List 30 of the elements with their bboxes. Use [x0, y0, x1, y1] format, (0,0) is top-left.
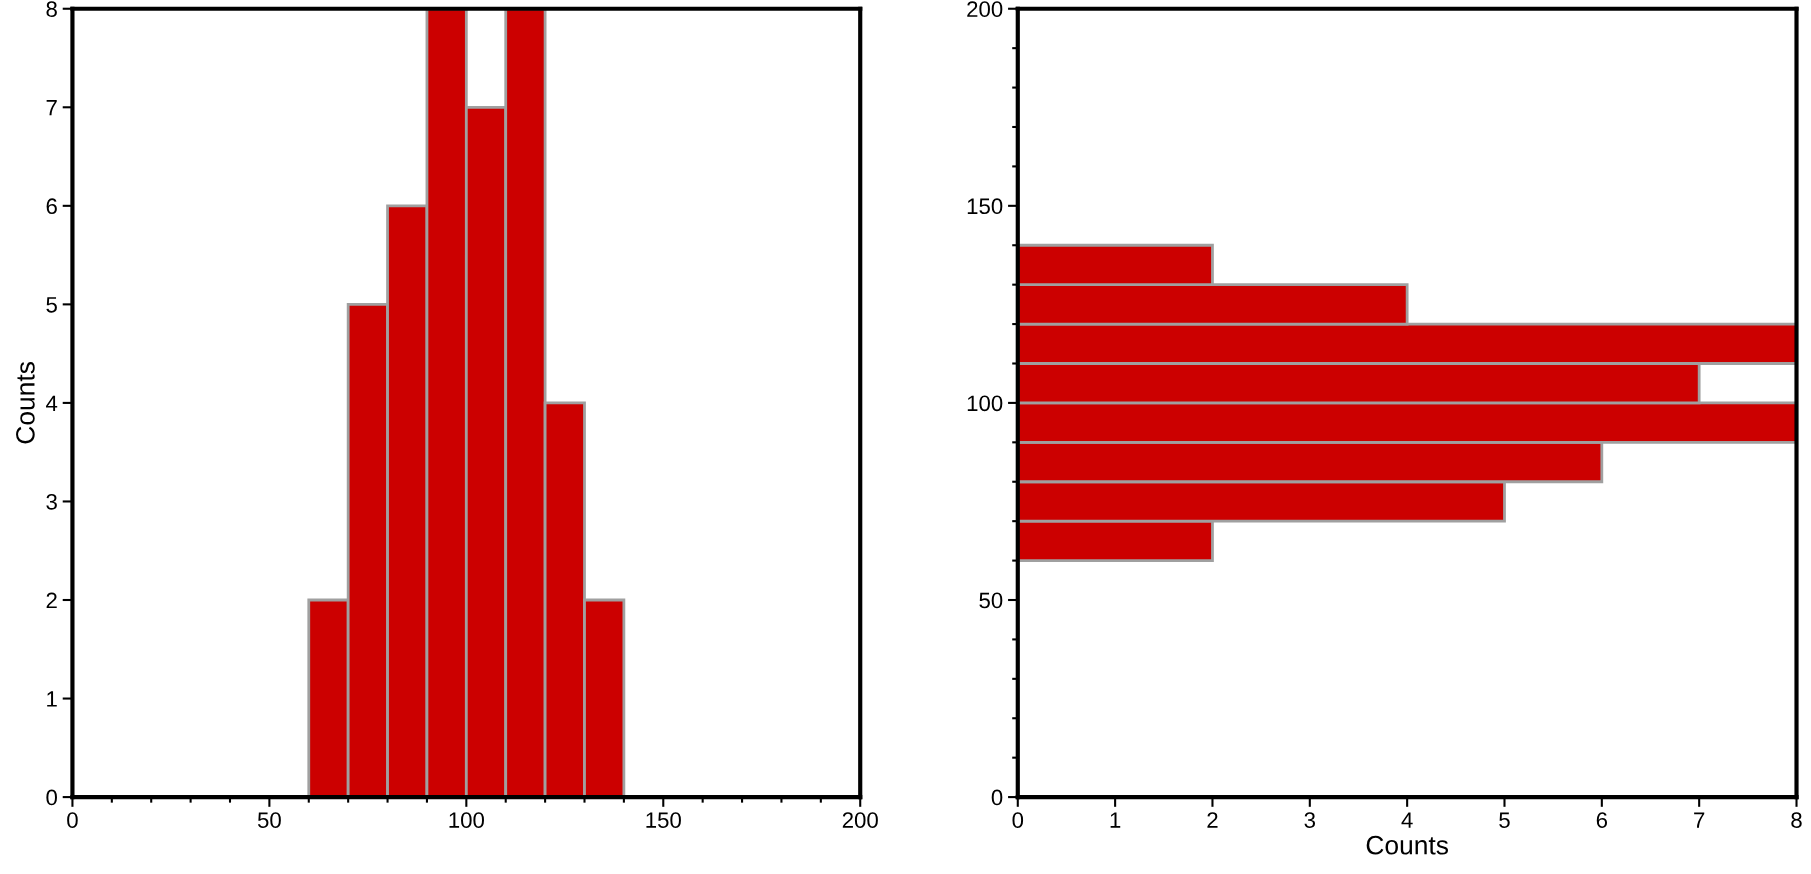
y-tick-label: 50	[979, 592, 1003, 609]
y-tick-label: 5	[46, 297, 57, 313]
y-tick-label: 0	[46, 789, 57, 806]
x-tick-label: 7	[1694, 812, 1705, 828]
y-tick-label: 2	[46, 592, 57, 609]
x-tick-label: 3	[1304, 812, 1316, 828]
y-tick-label: 3	[46, 493, 57, 510]
y-tick-label: 0	[991, 789, 1003, 806]
y-axis-title: Counts	[16, 362, 35, 444]
x-tick-label: 5	[1499, 812, 1510, 828]
y-tick-label: 6	[46, 198, 57, 215]
x-tick-label: 8	[1791, 812, 1802, 828]
x-tick-label: 1	[1110, 812, 1121, 828]
y-tick-label: 1	[47, 691, 57, 707]
x-tick-label: 100	[449, 812, 484, 828]
x-tick-label: 0	[1012, 812, 1024, 828]
y-tick-label: 100	[967, 395, 1003, 412]
x-tick-label: 4	[1401, 812, 1413, 828]
x-tick-label: 2	[1207, 812, 1218, 828]
x-tick-label: 200	[842, 812, 878, 828]
x-tick-label: 6	[1596, 812, 1608, 828]
y-tick-label: 7	[46, 100, 57, 116]
y-tick-label: 200	[967, 1, 1003, 18]
y-tick-label: 150	[967, 198, 1003, 215]
y-tick-label: 8	[46, 1, 57, 18]
x-tick-label: 50	[257, 812, 281, 828]
x-tick-label: 150	[646, 812, 681, 828]
x-tick-label: 0	[67, 812, 78, 828]
y-tick-label: 4	[46, 395, 58, 411]
x-axis-title: Counts	[1366, 835, 1448, 855]
